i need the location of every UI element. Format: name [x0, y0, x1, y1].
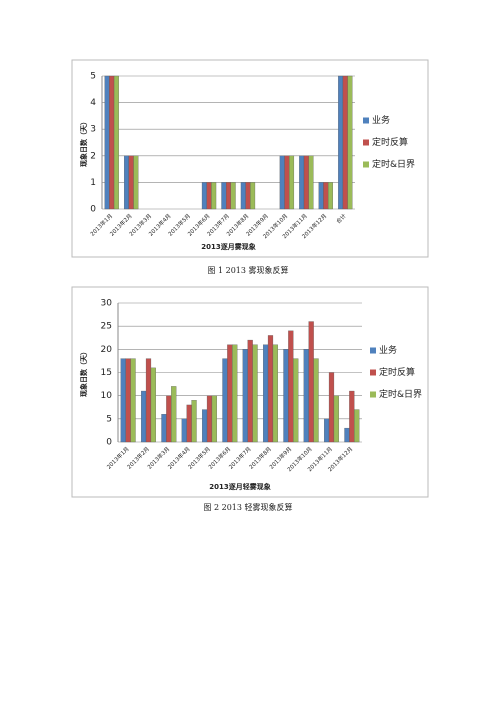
bar — [201, 182, 207, 210]
bar — [124, 155, 130, 210]
bar — [263, 344, 269, 443]
legend-swatch — [363, 139, 369, 146]
bar — [206, 182, 212, 210]
y-tick-label: 0 — [106, 438, 112, 448]
bar — [338, 75, 344, 210]
y-tick-label: 25 — [101, 322, 112, 332]
bar — [318, 182, 324, 210]
bar — [221, 182, 227, 210]
bar — [113, 75, 119, 210]
y-tick-label: 4 — [90, 98, 96, 108]
bar — [186, 404, 192, 443]
bar — [181, 418, 187, 443]
bar — [354, 409, 360, 443]
bar — [347, 75, 353, 210]
bar — [323, 182, 329, 210]
figure-caption: 图 1 2013 雾现象反算 — [207, 265, 288, 275]
bar — [226, 182, 231, 210]
y-tick-label: 2 — [90, 151, 96, 161]
bar — [206, 395, 213, 443]
bar — [230, 182, 236, 210]
bar — [288, 330, 294, 443]
y-tick-label: 10 — [101, 391, 113, 401]
bar — [242, 349, 248, 443]
legend-swatch — [370, 369, 376, 376]
legend-swatch — [363, 117, 369, 124]
legend-label: 定时&日界 — [372, 158, 415, 170]
bar — [289, 155, 295, 210]
legend-label: 定时&日界 — [379, 388, 422, 400]
bar — [109, 75, 115, 210]
bar — [284, 155, 290, 210]
y-tick-label: 0 — [90, 205, 96, 215]
legend-swatch — [370, 347, 376, 354]
bar — [240, 182, 246, 210]
bar — [328, 372, 335, 443]
y-tick-label: 5 — [106, 414, 112, 424]
bar — [232, 344, 238, 443]
y-tick-label: 5 — [90, 72, 96, 82]
bar — [308, 321, 314, 443]
bar — [272, 344, 278, 443]
bar — [344, 427, 350, 443]
bar — [349, 390, 355, 443]
bar — [104, 75, 110, 210]
bar — [150, 367, 156, 443]
bar — [327, 182, 333, 210]
figure-caption: 图 2 2013 轻雾现象反算 — [203, 502, 292, 512]
legend-label: 定时反算 — [379, 366, 415, 378]
bar — [120, 358, 126, 443]
y-tick-label: 15 — [101, 368, 112, 378]
bar — [133, 155, 139, 210]
x-axis-title: 2013逐月轻雾现象 — [209, 482, 270, 491]
bar — [308, 155, 314, 210]
bar — [211, 182, 217, 210]
bar — [166, 395, 172, 443]
bar — [211, 395, 217, 443]
bar — [125, 358, 131, 443]
bar — [141, 390, 147, 443]
bar — [161, 414, 167, 443]
bar — [324, 418, 330, 443]
bar — [299, 155, 305, 210]
y-axis-title: 现象日数（天） — [79, 118, 88, 167]
bar — [202, 409, 208, 443]
legend-swatch — [370, 391, 376, 398]
bar — [130, 358, 136, 443]
bar — [303, 155, 309, 210]
x-axis-title: 2013逐月雾现象 — [201, 242, 255, 251]
bar — [245, 182, 251, 210]
bar — [333, 395, 339, 443]
y-tick-label: 30 — [101, 299, 113, 309]
legend-label: 定时反算 — [372, 136, 408, 148]
y-axis-title: 现象日数（天） — [79, 348, 88, 397]
bar — [267, 335, 274, 443]
bar — [313, 358, 319, 443]
bar — [342, 75, 348, 210]
bar — [128, 155, 134, 210]
bar — [279, 155, 285, 210]
bar — [303, 349, 309, 443]
bar — [145, 358, 152, 443]
y-tick-label: 1 — [90, 178, 96, 188]
bar — [250, 182, 256, 210]
legend-label: 业务 — [379, 344, 397, 356]
bar — [227, 344, 233, 443]
bar — [283, 349, 289, 443]
legend-swatch — [363, 161, 369, 168]
y-tick-label: 3 — [90, 125, 96, 135]
bar — [293, 358, 299, 443]
bar — [252, 344, 258, 443]
bar — [171, 386, 177, 443]
bar — [247, 339, 253, 443]
bar — [222, 358, 228, 443]
y-tick-label: 20 — [101, 345, 113, 355]
bar — [191, 400, 197, 443]
legend-label: 业务 — [372, 114, 390, 126]
